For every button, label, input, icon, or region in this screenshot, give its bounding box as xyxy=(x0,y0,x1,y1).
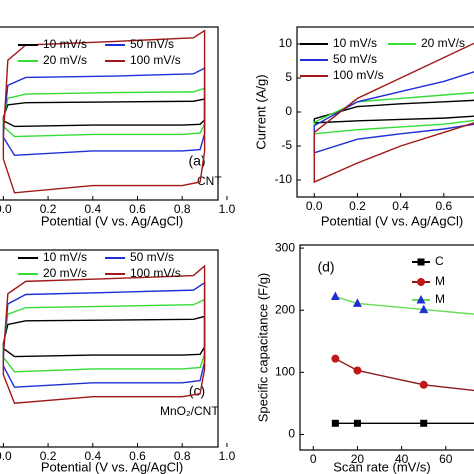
panel: 0.0 0.2 0.4 0.6 0.8 1.0 Potential (V vs. Ag/Ag… xyxy=(0,249,236,474)
x-tick-label: 0 xyxy=(310,452,317,466)
plot-area xyxy=(2,29,206,194)
panel: 0.0 0.2 0.4 0.6 -10 -5 0 5 10 Potential (V vs. Ag… xyxy=(253,26,474,228)
marker xyxy=(330,291,340,301)
cv-curve xyxy=(313,99,474,124)
cv-curve xyxy=(2,87,206,138)
marker xyxy=(420,419,428,427)
sample-label: CNT xyxy=(197,174,222,188)
y-tick-label: 0 xyxy=(285,104,292,118)
panel-label: (a) xyxy=(188,153,205,169)
panel: 0204060800100200300Scan rate (mV/s)Speci… xyxy=(255,240,474,474)
x-axis-label: Potential (V vs. Ag/AgCl) xyxy=(41,213,183,228)
x-axis-label: Scan rate (mV/s) xyxy=(333,459,431,474)
plot-area xyxy=(2,264,206,404)
y-tick-label: -5 xyxy=(281,138,292,152)
legend-label: 20 mV/s xyxy=(421,36,465,50)
legend-label: 10 mV/s xyxy=(333,36,377,50)
x-tick-label: 0.0 xyxy=(306,199,323,213)
x-tick-label: 0.4 xyxy=(84,202,101,216)
y-tick-label: 200 xyxy=(275,302,295,316)
x-tick-label: 0.8 xyxy=(174,202,191,216)
y-tick-label: 5 xyxy=(285,70,292,84)
y-axis-label: Current (A/g) xyxy=(253,74,268,149)
cv-curve xyxy=(313,71,474,154)
y-tick-label: 100 xyxy=(275,365,295,379)
plot-frame xyxy=(0,249,219,448)
x-tick-label: 0.0 xyxy=(0,449,12,463)
x-tick-label: 0.6 xyxy=(129,449,146,463)
x-tick-label: 0.2 xyxy=(349,199,366,213)
legend-label: 20 mV/s xyxy=(43,266,87,280)
x-tick-label: 1.0 xyxy=(219,202,236,216)
cv-curve xyxy=(2,298,206,373)
x-tick-label: 0.6 xyxy=(435,199,452,213)
x-tick-label: 0.2 xyxy=(40,202,57,216)
legend-label: 100 mV/s xyxy=(130,266,181,280)
cv-curve xyxy=(313,42,474,184)
series-line xyxy=(335,358,474,392)
series-line xyxy=(335,295,474,315)
marker xyxy=(417,258,425,266)
legend-label: M xyxy=(435,292,445,306)
x-tick-label: 0.4 xyxy=(392,199,409,213)
x-tick-label: 0.6 xyxy=(129,202,146,216)
legend-label: 20 mV/s xyxy=(43,53,87,67)
marker xyxy=(331,419,339,427)
x-tick-label: 60 xyxy=(439,452,453,466)
cv-curve xyxy=(2,315,206,358)
legend-label: 50 mV/s xyxy=(130,250,174,264)
plot-frame xyxy=(0,26,219,201)
legend-label: 50 mV/s xyxy=(333,52,377,66)
legend-label: 100 mV/s xyxy=(333,68,384,82)
y-tick-label: 300 xyxy=(275,240,295,254)
legend-label: M xyxy=(435,274,445,288)
legend-label: 10 mV/s xyxy=(43,37,87,51)
cv-curve xyxy=(2,66,206,157)
marker xyxy=(419,304,429,314)
legend-label: 50 mV/s xyxy=(130,37,174,51)
x-tick-label: 20 xyxy=(351,452,365,466)
marker xyxy=(352,298,362,307)
plot-area xyxy=(313,42,474,184)
x-tick-label: 0.4 xyxy=(84,449,101,463)
y-tick-label: 10 xyxy=(279,36,293,50)
marker xyxy=(353,419,361,427)
marker xyxy=(353,366,362,375)
legend-label: 10 mV/s xyxy=(43,250,87,264)
marker xyxy=(417,278,425,286)
panel: 0.0 0.2 0.4 0.6 0.8 1.0 Potential (V vs. Ag/Ag… xyxy=(0,26,236,228)
plot-frame xyxy=(296,26,474,198)
y-axis-label: Specific capacitance (F/g) xyxy=(255,273,270,423)
marker xyxy=(416,295,426,304)
x-tick-label: 1.0 xyxy=(219,449,236,463)
plot-frame xyxy=(299,244,474,451)
cv-curve xyxy=(2,264,206,404)
marker xyxy=(419,380,428,389)
legend-label: C xyxy=(435,254,444,268)
marker xyxy=(331,354,340,363)
cv-curve xyxy=(2,98,206,128)
cv-curve xyxy=(313,91,474,135)
panel-label: (d) xyxy=(317,259,334,275)
x-tick-label: 0.0 xyxy=(0,202,12,216)
x-tick-label: 0.2 xyxy=(40,449,57,463)
y-tick-label: 0 xyxy=(288,427,295,441)
y-tick-label: -10 xyxy=(275,172,293,186)
x-tick-label: 40 xyxy=(395,452,409,466)
legend-label: 100 mV/s xyxy=(130,53,181,67)
x-tick-label: 0.8 xyxy=(174,449,191,463)
panel-label: (c) xyxy=(189,383,205,399)
sample-label: MnO₂/CNT xyxy=(160,404,219,418)
x-axis-label: Potential (V vs. Ag/AgCl) xyxy=(41,459,183,474)
plot-area xyxy=(330,291,474,427)
x-axis-label: Potential (V vs. Ag/AgCl) xyxy=(321,213,463,228)
